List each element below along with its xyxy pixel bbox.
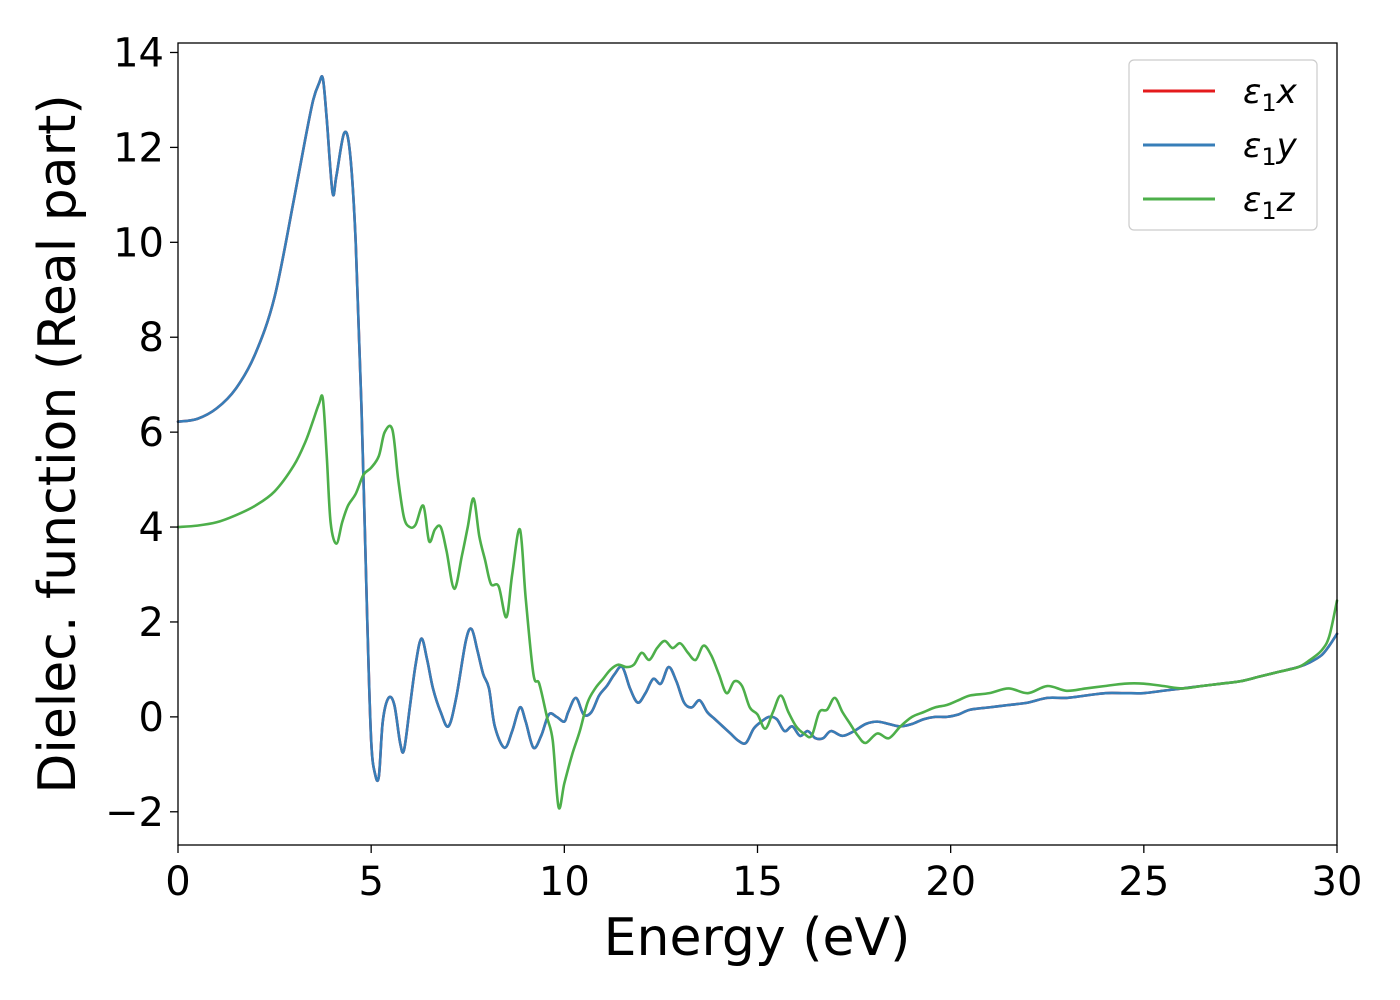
x-tick-label: 30 (1312, 859, 1363, 905)
y-axis-ticks: −2 0 2 4 6 8 10 12 14 (105, 30, 178, 836)
y-tick-label: −2 (105, 790, 164, 836)
x-tick-label: 5 (358, 859, 383, 905)
x-axis-ticks: 0 5 10 15 20 25 30 (165, 845, 1362, 905)
legend-label-z: ε1z (1243, 180, 1296, 225)
x-tick-label: 10 (539, 859, 590, 905)
x-axis-title: Energy (eV) (604, 908, 911, 968)
legend-label-x: ε1x (1243, 72, 1298, 117)
y-axis-title: Dielec. function (Real part) (28, 94, 88, 793)
x-tick-label: 25 (1118, 859, 1169, 905)
series-line-y (176, 75, 1339, 783)
y-tick-label: 8 (139, 315, 164, 361)
series-line-z (176, 394, 1339, 810)
y-tick-label: 6 (139, 410, 164, 456)
y-tick-label: 14 (113, 30, 164, 76)
x-tick-label: 15 (732, 859, 783, 905)
y-tick-label: 10 (113, 220, 164, 266)
y-tick-label: 2 (139, 600, 164, 646)
x-tick-label: 20 (925, 859, 976, 905)
legend-label-y: ε1y (1243, 126, 1298, 171)
y-tick-label: 0 (139, 695, 164, 741)
legend: ε1x ε1y ε1z (1128, 59, 1318, 231)
y-tick-label: 12 (113, 125, 164, 171)
y-tick-label: 4 (139, 505, 164, 551)
x-tick-label: 0 (165, 859, 190, 905)
series-layer (176, 75, 1339, 810)
legend-box (1128, 59, 1318, 231)
